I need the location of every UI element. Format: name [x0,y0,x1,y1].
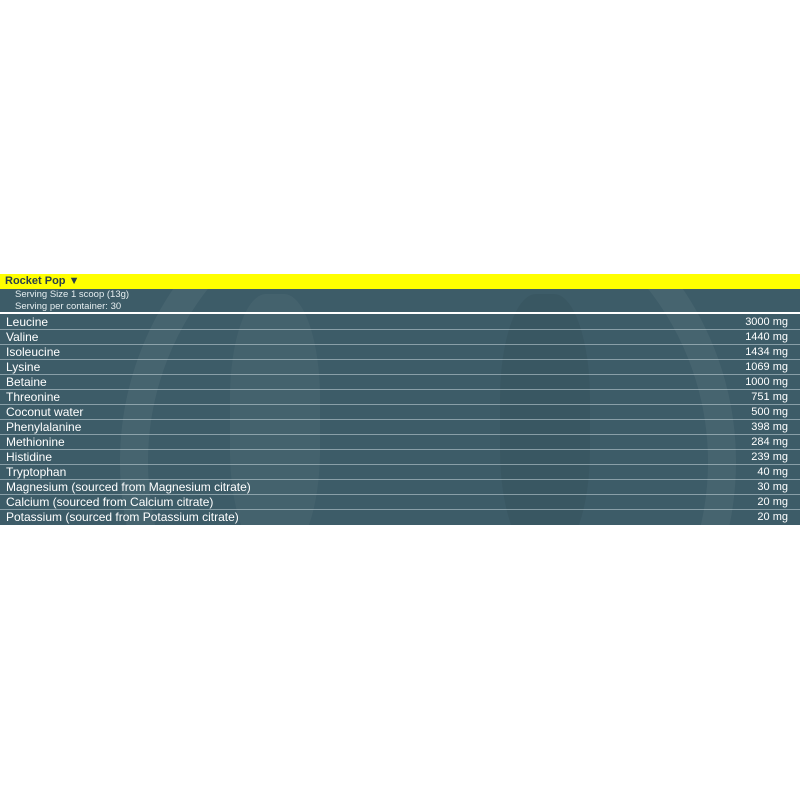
table-row: Histidine 239 mg [0,450,800,465]
ingredient-name: Betaine [6,375,47,389]
ingredient-amount: 398 mg [751,421,788,433]
ingredient-amount: 1000 mg [745,376,788,388]
ingredient-amount: 1434 mg [745,346,788,358]
table-row: Leucine 3000 mg [0,315,800,330]
nutrition-panel: Rocket Pop ▼ Serving Size 1 scoop (13g) … [0,274,800,525]
ingredient-name: Valine [6,330,39,344]
ingredient-amount: 30 mg [757,481,788,493]
table-row: Betaine 1000 mg [0,375,800,390]
serving-size: Serving Size 1 scoop (13g) [15,289,130,300]
ingredient-amount: 239 mg [751,451,788,463]
ingredient-name: Lysine [6,360,41,374]
table-row: Magnesium (sourced from Magnesium citrat… [0,480,800,495]
table-row: Potassium (sourced from Potassium citrat… [0,510,800,525]
table-row: Calcium (sourced from Calcium citrate) 20… [0,495,800,510]
ingredient-amount: 20 mg [757,511,788,523]
ingredient-name: Isoleucine [6,345,61,359]
table-row: Methionine 284 mg [0,435,800,450]
serving-info: Serving Size 1 scoop (13g) Serving per c… [15,289,129,312]
ingredient-amount: 40 mg [757,466,788,478]
ingredient-name: Magnesium (sourced from Magnesium citrat… [6,480,251,494]
ingredient-table: Leucine 3000 mg Valine 1440 mg Isoleucine 143… [0,315,800,525]
servings-per-container: Serving per container: 30 [15,300,122,312]
divider [0,312,800,314]
ingredient-amount: 500 mg [751,406,788,418]
ingredient-name: Phenylalanine [6,420,82,434]
ingredient-name: Coconut water [6,405,84,419]
ingredient-amount: 1069 mg [745,361,788,373]
ingredient-amount: 1440 mg [745,331,788,343]
table-row: Lysine 1069 mg [0,360,800,375]
flavor-dropdown[interactable]: Rocket Pop ▼ [0,274,800,289]
ingredient-name: Leucine [6,315,49,329]
ingredient-amount: 284 mg [751,436,788,448]
ingredient-name: Tryptophan [6,465,67,479]
table-row: Coconut water 500 mg [0,405,800,420]
table-row: Phenylalanine 398 mg [0,420,800,435]
ingredient-amount: 20 mg [757,496,788,508]
table-row: Threonine 751 mg [0,390,800,405]
table-row: Valine 1440 mg [0,330,800,345]
ingredient-name: Calcium (sourced from Calcium citrate) [6,495,214,509]
ingredient-amount: 751 mg [751,391,788,403]
table-row: Isoleucine 1434 mg [0,345,800,360]
table-row: Tryptophan 40 mg [0,465,800,480]
ingredient-name: Potassium (sourced from Potassium citrat… [6,510,239,524]
ingredient-name: Methionine [6,435,65,449]
ingredient-name: Threonine [6,390,61,404]
ingredient-amount: 3000 mg [745,316,788,328]
ingredient-name: Histidine [6,450,53,464]
